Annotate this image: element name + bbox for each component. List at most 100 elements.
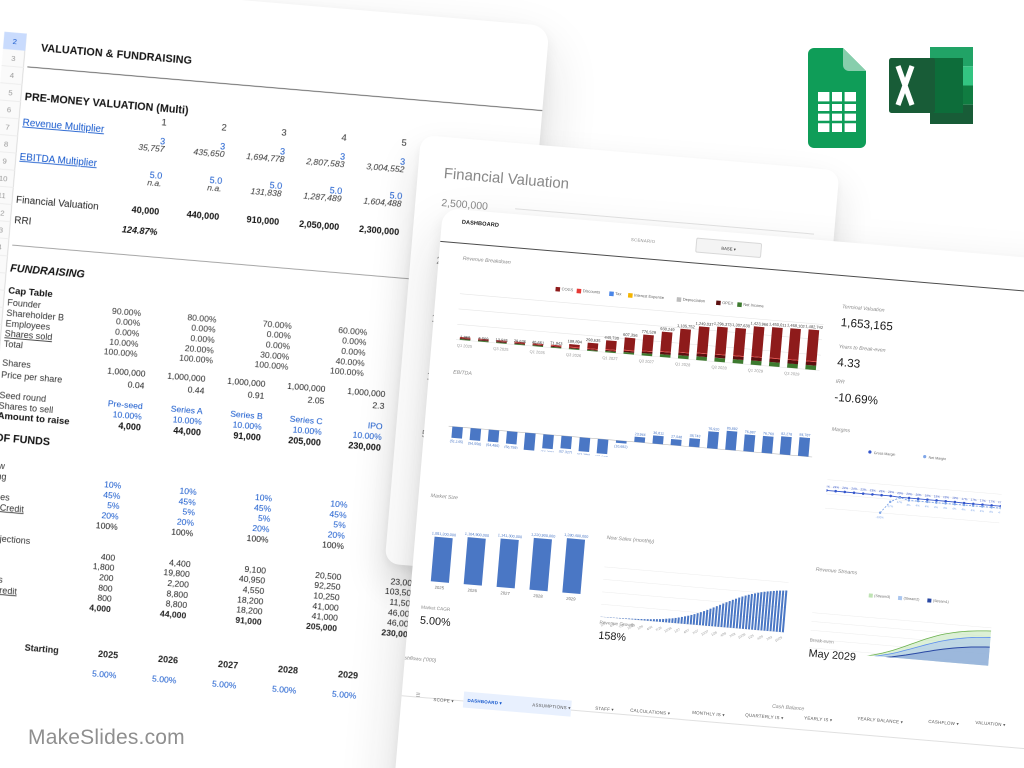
svg-text:76,760: 76,760 [763,431,774,436]
svg-text:Q3 2026: Q3 2026 [566,352,582,358]
svg-text:COGS: COGS [561,286,573,292]
svg-text:19%: 19% [943,495,950,500]
svg-text:19%: 19% [925,493,932,498]
svg-text:4%: 4% [961,507,966,511]
svg-text:1,969: 1,969 [460,334,471,340]
svg-text:Tax: Tax [615,291,622,297]
svg-text:20%: 20% [915,493,922,498]
svg-text:76,887: 76,887 [745,430,756,435]
svg-text:Q1 2029: Q1 2029 [748,367,764,373]
svg-text:4/26: 4/26 [646,625,654,632]
svg-text:4%: 4% [934,505,939,509]
svg-text:Discounts: Discounts [583,288,601,294]
svg-text:27,048: 27,048 [671,435,682,440]
svg-text:36,811: 36,811 [653,431,664,436]
svg-text:4%: 4% [998,510,1003,514]
svg-text:189,894: 189,894 [567,338,583,344]
svg-text:(57,327): (57,327) [559,450,573,455]
svg-text:10/27: 10/27 [700,629,709,637]
svg-text:17%: 17% [961,497,968,502]
svg-text:Q1 2025: Q1 2025 [457,343,473,349]
svg-text:1,482,742: 1,482,742 [805,324,824,331]
svg-text:Q3 2027: Q3 2027 [629,470,645,474]
svg-text:Q1 2026: Q1 2026 [520,460,536,466]
svg-text:1/26: 1/26 [849,664,856,666]
svg-text:-17%: -17% [886,504,893,509]
svg-text:Q1 2027: Q1 2027 [593,467,609,473]
svg-text:24%: 24% [842,486,849,491]
svg-text:17%: 17% [970,498,977,503]
svg-text:607,356: 607,356 [623,332,639,338]
svg-text:1,296,373: 1,296,373 [714,321,733,328]
svg-text:(56,759): (56,759) [504,445,518,450]
svg-text:Net Income: Net Income [743,302,765,309]
svg-text:4%: 4% [943,506,948,510]
svg-text:1,104,900,000: 1,104,900,000 [465,532,490,538]
svg-text:1,307,630: 1,307,630 [732,322,751,329]
svg-text:82,278: 82,278 [781,432,792,437]
svg-text:2029: 2029 [566,596,576,602]
svg-text:19%: 19% [934,494,941,499]
svg-text:2,000: 2,000 [599,574,600,579]
svg-text:4%: 4% [971,508,976,512]
svg-text:938,249: 938,249 [660,326,676,332]
svg-text:10/29: 10/29 [774,635,783,643]
svg-text:7/26: 7/26 [655,626,663,633]
svg-text:(10,682): (10,682) [614,444,628,449]
svg-text:1,450,011: 1,450,011 [769,321,788,328]
svg-text:OPEX: OPEX [722,300,734,306]
svg-text:Q1 2025: Q1 2025 [447,454,463,460]
svg-text:2025: 2025 [435,585,445,591]
svg-text:2028: 2028 [533,593,543,599]
svg-text:1/28: 1/28 [710,630,718,637]
svg-text:Q3 2028: Q3 2028 [711,364,727,370]
svg-text:4%: 4% [915,503,920,507]
svg-text:1,220,900,000: 1,220,900,000 [531,533,556,539]
svg-text:24%: 24% [824,484,830,489]
svg-text:4%: 4% [980,509,985,513]
svg-text:Q1 2026: Q1 2026 [529,349,545,355]
svg-text:17%: 17% [980,498,987,503]
svg-text:4/28: 4/28 [720,631,728,638]
svg-text:23,944: 23,944 [634,432,645,437]
svg-text:17%: 17% [897,500,903,505]
svg-text:85,892: 85,892 [727,426,738,431]
svg-text:(Stream1): (Stream1) [933,599,949,604]
svg-text:Q3 2027: Q3 2027 [639,358,655,364]
svg-text:Q1 2027: Q1 2027 [890,531,903,534]
svg-text:Net Margin: Net Margin [928,456,946,461]
svg-text:17%: 17% [998,500,1005,505]
svg-text:7/28: 7/28 [729,632,737,639]
svg-text:10/26: 10/26 [664,626,673,634]
svg-text:(Stream3): (Stream3) [874,594,890,599]
svg-text:1,105,752: 1,105,752 [677,323,696,330]
svg-text:24%: 24% [833,485,840,490]
svg-text:4%: 4% [989,510,994,514]
svg-text:4%: 4% [952,507,957,511]
svg-text:(51,145): (51,145) [450,439,464,444]
svg-text:1/27: 1/27 [673,627,681,634]
svg-text:1,051,200,000: 1,051,200,000 [432,531,457,537]
svg-text:Q1 2026: Q1 2026 [853,527,866,533]
svg-text:23%: 23% [860,487,867,492]
svg-text:4%: 4% [925,504,930,508]
svg-text:23%: 23% [888,490,895,495]
svg-text:23%: 23% [870,488,877,493]
svg-text:Q3 2029: Q3 2029 [784,370,800,376]
svg-text:24%: 24% [851,487,858,492]
svg-text:298,635: 298,635 [586,337,602,343]
svg-text:84,787: 84,787 [799,433,810,438]
svg-text:2027: 2027 [500,590,510,596]
svg-text:(65,667): (65,667) [595,455,609,460]
svg-text:Q3 2027: Q3 2027 [908,532,921,533]
svg-text:23%: 23% [879,489,886,494]
svg-text:Interest Expense: Interest Expense [634,292,665,300]
svg-text:Q1 2027: Q1 2027 [602,355,618,361]
svg-text:20%: 20% [897,491,904,496]
svg-text:1,280,400,000: 1,280,400,000 [564,533,589,539]
svg-text:10/28: 10/28 [737,632,746,640]
svg-text:38,743: 38,743 [689,434,700,439]
svg-text:19%: 19% [952,496,959,501]
svg-text:Q3 2025: Q3 2025 [493,346,509,352]
svg-text:1,500,000: 1,500,000 [455,291,456,296]
